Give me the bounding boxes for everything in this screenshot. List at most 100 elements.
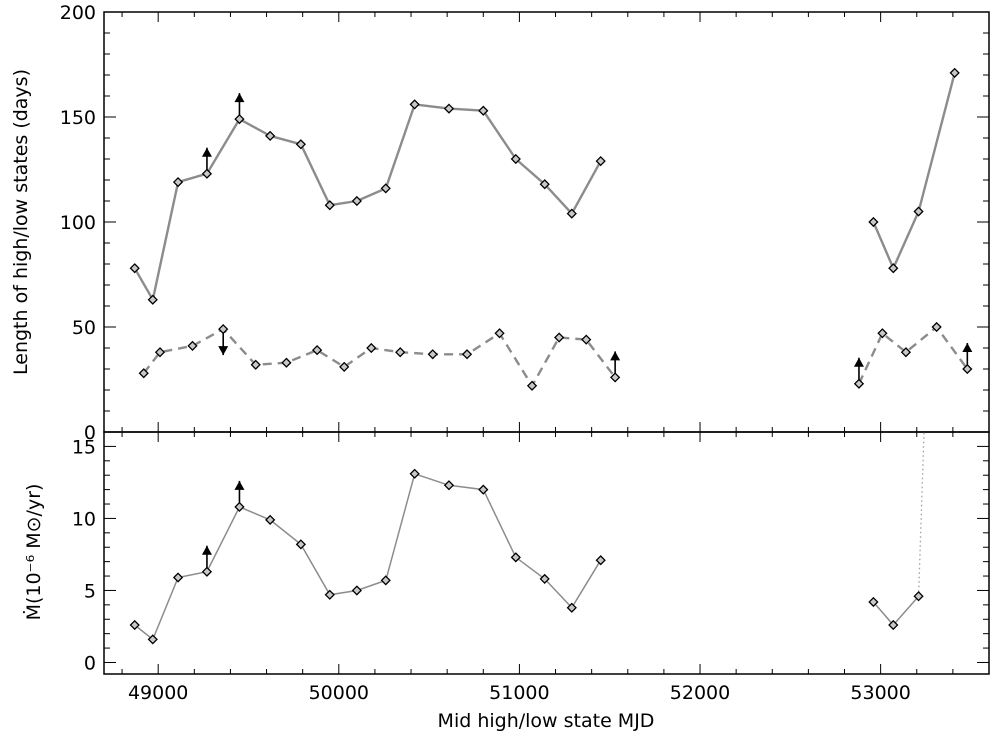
top-data-point	[868, 216, 879, 228]
y-tick-label: 15	[72, 436, 96, 458]
top-data-point	[510, 153, 521, 165]
top-solid-series-line	[133, 103, 602, 304]
top-data-point	[201, 168, 213, 179]
top-data-point	[339, 361, 350, 373]
bottom-series-lines	[134, 431, 925, 641]
top-data-point	[566, 208, 577, 219]
top-panel-frame	[103, 11, 990, 433]
top-y-tick-labels: 0 50 100 150 200	[60, 2, 96, 444]
top-data-point	[595, 155, 606, 167]
top-series-lines	[133, 72, 969, 389]
bottom-data-point	[595, 555, 606, 566]
top-data-point	[351, 195, 362, 207]
bottom-limit-arrows	[201, 480, 245, 572]
top-data-point	[888, 263, 899, 274]
top-dashed-series-line	[142, 327, 617, 389]
top-data-point	[366, 342, 377, 354]
top-panel: 0 50 100 150 200 Length of high/low states (…	[10, 2, 990, 444]
bottom-data-point	[913, 591, 924, 602]
bottom-data-point	[510, 552, 521, 563]
x-tick-label: 52000	[670, 682, 730, 704]
bottom-data-point	[234, 501, 245, 513]
bottom-solid-series-line	[872, 595, 920, 627]
limit-arrow-head	[962, 343, 973, 352]
y-tick-label: 50	[72, 317, 96, 339]
top-y-axis-title: Length of high/low states (days)	[10, 69, 32, 375]
limit-arrow-head	[610, 351, 621, 361]
top-data-point	[949, 67, 960, 79]
top-data-point	[478, 105, 489, 116]
bottom-data-point	[868, 596, 879, 608]
limit-arrow-head	[201, 147, 212, 157]
top-data-point	[281, 357, 292, 368]
x-axis-title: Mid high/low state MJD	[438, 710, 655, 732]
x-tick-label: 51000	[489, 682, 549, 704]
bottom-dotted-series-line	[917, 431, 925, 597]
x-tick-label: 50000	[309, 682, 369, 704]
top-data-point	[154, 347, 166, 358]
top-data-point	[172, 176, 184, 188]
bottom-data-point	[539, 573, 550, 585]
bottom-data-points	[129, 468, 924, 645]
top-data-point	[147, 294, 158, 305]
bottom-data-point	[129, 619, 140, 631]
top-data-point	[234, 113, 245, 125]
top-data-point	[427, 349, 438, 360]
y-tick-label: 200	[60, 2, 96, 24]
top-data-points	[129, 67, 973, 391]
y-tick-label: 0	[84, 422, 96, 444]
top-data-point	[218, 323, 229, 335]
bottom-data-point	[351, 585, 362, 596]
bottom-data-point	[201, 566, 213, 577]
limit-arrow-head	[201, 545, 212, 555]
top-data-point	[395, 347, 406, 358]
bottom-solid-series-line	[134, 472, 602, 641]
top-data-point	[581, 334, 592, 345]
bottom-tick-labels: 49000 50000 51000 52000 53000 0 5 10 15	[72, 436, 911, 704]
limit-arrow-head	[234, 93, 245, 103]
top-data-point	[900, 347, 912, 358]
top-data-point	[526, 380, 538, 391]
limit-arrow-head	[853, 357, 864, 367]
top-data-point	[295, 139, 306, 150]
top-data-point	[931, 321, 942, 333]
y-tick-label: 100	[60, 212, 96, 234]
bottom-data-point	[566, 602, 577, 613]
bottom-panel: 49000 50000 51000 52000 53000 0 5 10 15 Ṁ(10⁻⁶ M…	[22, 431, 990, 732]
bottom-data-point	[324, 589, 335, 600]
y-tick-label: 150	[60, 107, 96, 129]
top-data-point	[494, 328, 505, 339]
top-dashed-series-line	[857, 325, 969, 385]
bottom-data-point	[478, 484, 489, 495]
bottom-data-point	[172, 572, 184, 583]
x-tick-label: 53000	[850, 682, 910, 704]
top-data-point	[461, 349, 473, 360]
bottom-data-point	[147, 634, 158, 645]
bottom-data-point	[888, 619, 899, 631]
top-data-point	[610, 372, 621, 383]
bottom-data-point	[265, 514, 276, 525]
top-data-point	[380, 183, 391, 194]
top-data-point	[877, 328, 888, 339]
bottom-axis-ticks	[104, 431, 990, 674]
top-data-point	[265, 130, 276, 142]
top-data-point	[554, 332, 565, 343]
x-tick-label: 49000	[128, 682, 188, 704]
limit-arrow-head	[234, 480, 245, 490]
bottom-data-point	[295, 539, 306, 550]
y-tick-label: 0	[84, 652, 96, 674]
top-data-point	[312, 344, 323, 356]
bottom-y-axis-title: Ṁ(10⁻⁶ M⊙/yr)	[22, 484, 45, 621]
top-data-point	[409, 99, 420, 110]
y-tick-label: 5	[84, 580, 96, 602]
top-data-point	[443, 103, 455, 114]
top-data-point	[250, 359, 261, 370]
bottom-data-point	[409, 468, 420, 479]
top-data-point	[913, 206, 924, 217]
top-data-point	[129, 263, 140, 274]
top-data-point	[138, 368, 149, 379]
limit-arrow-head	[218, 346, 229, 356]
top-data-point	[324, 200, 335, 211]
bottom-data-point	[380, 575, 391, 586]
